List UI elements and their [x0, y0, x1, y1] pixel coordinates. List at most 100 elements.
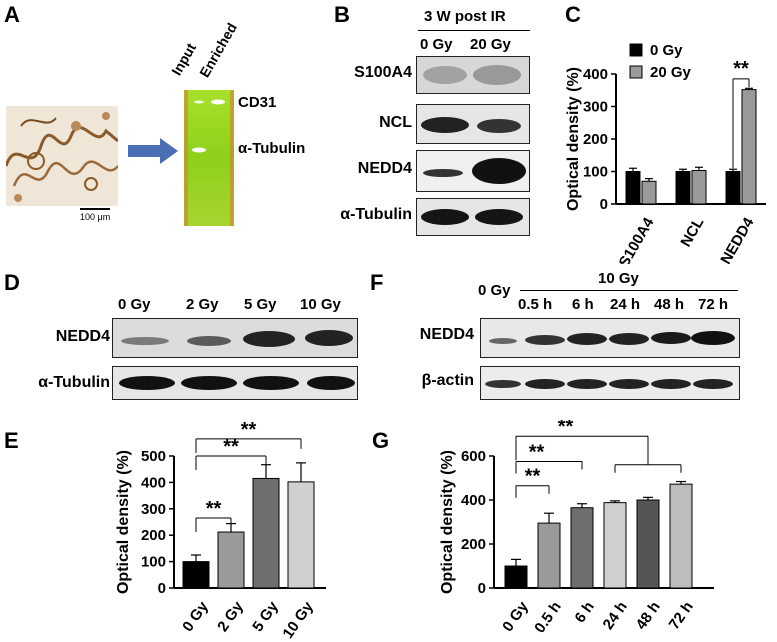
panel-b-header: 3 W post IR	[424, 8, 506, 25]
legend-swatch	[629, 43, 643, 57]
panel-d-row-label: α-Tubulin	[38, 374, 110, 391]
bar	[603, 502, 627, 589]
legend-label: 20 Gy	[650, 64, 692, 81]
panel-f-row-label: NEDD4	[419, 326, 474, 343]
legend-label: 0 Gy	[650, 42, 683, 59]
bar	[625, 171, 641, 205]
histology-image	[4, 106, 119, 206]
gel-lane-enriched-label: Enriched	[196, 20, 240, 80]
significance-label: **	[529, 442, 545, 464]
scale-bar-label: 100 μm	[80, 212, 111, 222]
y-axis-label: Optical density (%)	[565, 67, 582, 211]
panel-f-lane-0: 0 Gy	[478, 282, 511, 299]
gel-band-cd31-label: CD31	[238, 94, 277, 111]
chart-e: 0 100 200 300 400 500 Optical density (%) 0 Gy 2…	[115, 420, 326, 642]
y-tick-label: 400	[461, 492, 486, 509]
gel-image	[184, 90, 234, 226]
y-axis-label: Optical density (%)	[115, 450, 132, 594]
panel-letter-f: F	[370, 270, 384, 295]
y-tick-label: 400	[583, 66, 608, 83]
bar	[182, 561, 210, 589]
blot-b-ncl	[416, 104, 530, 144]
arrow-icon	[128, 138, 178, 169]
significance-label: **	[206, 498, 222, 520]
x-tick-label: NEDD4	[717, 214, 757, 264]
y-tick-label: 0	[478, 580, 486, 597]
panel-d-row-label: NEDD4	[55, 328, 110, 345]
x-tick-label: 2 Gy	[214, 598, 247, 635]
bar	[691, 170, 707, 205]
panel-d-lane-2: 5 Gy	[244, 296, 277, 313]
x-tick-label: S100A4	[616, 214, 658, 264]
bar	[675, 171, 691, 205]
panel-f-lane-2: 6 h	[572, 296, 594, 313]
x-tick-label: 24 h	[600, 599, 631, 633]
y-tick-label: 200	[583, 131, 608, 148]
x-tick-label: 0.5 h	[531, 599, 565, 637]
x-tick-label: 10 Gy	[279, 598, 317, 642]
panel-f-lane-3: 24 h	[610, 296, 641, 313]
panel-letter-a: A	[4, 2, 20, 27]
y-tick-label: 100	[141, 554, 166, 571]
panel-letter-c: C	[565, 2, 581, 27]
bar	[636, 499, 660, 589]
panel-b-row-label: α-Tubulin	[340, 206, 412, 223]
blot-f-actin	[480, 366, 740, 400]
legend-swatch	[629, 65, 643, 79]
significance-label: **	[733, 58, 749, 80]
x-tick-label: 72 h	[666, 599, 697, 633]
significance-label: **	[223, 436, 239, 458]
panel-f-lane-4: 48 h	[654, 296, 685, 313]
y-tick-label: 500	[141, 448, 166, 465]
panel-b-row-label: NEDD4	[357, 160, 412, 177]
panel-letter-b: B	[334, 2, 350, 27]
x-tick-label: 48 h	[633, 599, 664, 633]
panel-b-lane-0: 0 Gy	[420, 36, 453, 53]
blot-d-nedd4	[112, 318, 358, 358]
y-tick-label: 300	[141, 501, 166, 518]
bar	[741, 89, 757, 205]
bar	[669, 483, 693, 589]
bar	[217, 531, 245, 589]
x-tick-label: 0 Gy	[179, 598, 212, 635]
y-tick-label: 100	[583, 164, 608, 181]
blot-d-tubulin	[112, 366, 358, 400]
panel-b-row-label: S100A4	[354, 64, 412, 81]
y-tick-label: 0	[158, 580, 166, 597]
blot-b-s100a4	[416, 56, 530, 94]
panel-b-row-label: NCL	[379, 114, 412, 131]
y-tick-label: 200	[461, 536, 486, 553]
blot-f-nedd4	[480, 318, 740, 358]
gel-band-tubulin-label: α-Tubulin	[238, 140, 306, 157]
gel-lane-input-label: Input	[168, 40, 200, 78]
y-tick-label: 200	[141, 527, 166, 544]
panel-d-lane-0: 0 Gy	[118, 296, 151, 313]
bar	[287, 481, 315, 589]
x-tick-label: 5 Gy	[249, 598, 282, 635]
significance-label: **	[558, 420, 574, 438]
y-tick-label: 400	[141, 474, 166, 491]
y-tick-label: 0	[600, 196, 608, 213]
x-tick-label: NCL	[677, 215, 707, 250]
panel-b-header-line	[418, 30, 530, 31]
blot-b-nedd4	[416, 150, 530, 192]
panel-f-lane-5: 72 h	[698, 296, 729, 313]
panel-letter-e: E	[4, 428, 19, 453]
bar	[641, 180, 657, 205]
bar	[725, 171, 741, 205]
panel-f-lane-1: 0.5 h	[518, 296, 553, 313]
significance-label: **	[525, 466, 541, 488]
panel-f-header-line	[520, 290, 738, 291]
panel-d-lane-3: 10 Gy	[300, 296, 341, 313]
x-tick-label: 0 Gy	[499, 598, 532, 635]
bar	[537, 522, 561, 589]
x-tick-label: 6 h	[571, 599, 597, 627]
panel-letter-g: G	[372, 428, 390, 453]
y-tick-label: 300	[583, 99, 608, 116]
bar	[252, 477, 280, 589]
panel-letter-d: D	[4, 270, 20, 295]
bar	[570, 507, 594, 589]
y-tick-label: 600	[461, 448, 486, 465]
panel-f-header: 10 Gy	[598, 270, 639, 287]
